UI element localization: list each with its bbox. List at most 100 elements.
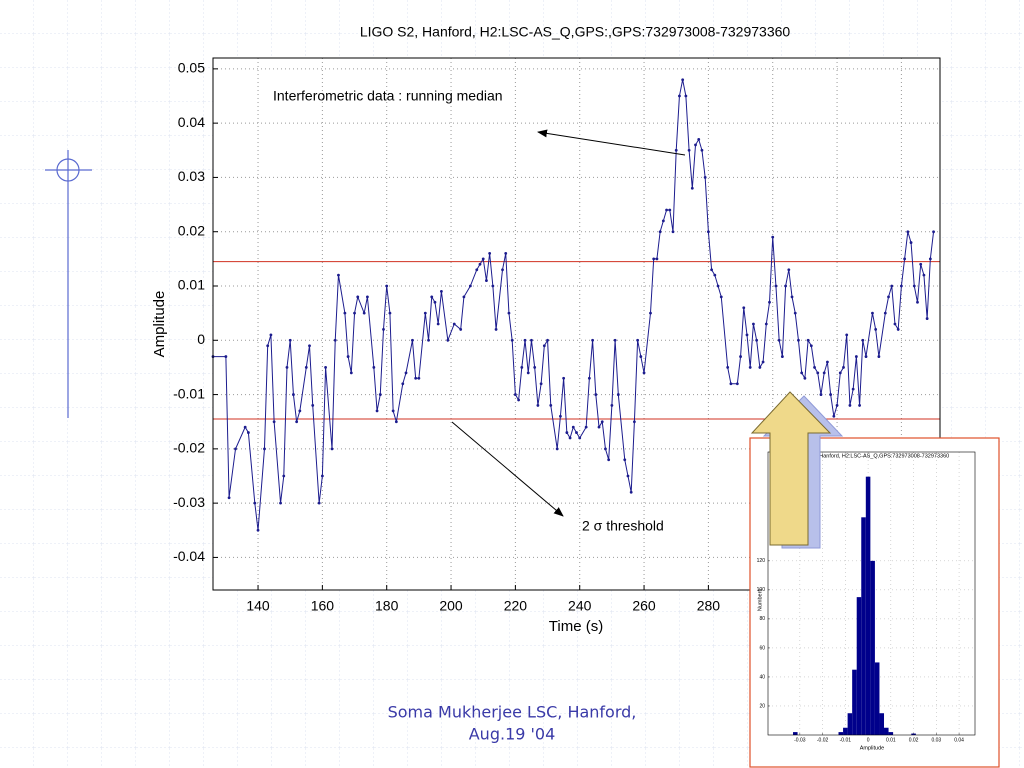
x-tick-label: -0.02: [817, 737, 829, 743]
annotation: Interferometric data : running median: [273, 88, 503, 104]
data-point: [909, 241, 913, 244]
data-point: [842, 366, 845, 369]
y-tick-label: 0.01: [178, 277, 205, 293]
data-point: [671, 230, 675, 234]
x-tick-label: 160: [311, 598, 335, 614]
data-point: [475, 268, 479, 272]
data-point: [446, 338, 450, 342]
data-point: [462, 295, 466, 299]
data-point: [636, 338, 640, 342]
data-point: [713, 273, 717, 277]
data-point: [253, 501, 257, 505]
data-point: [346, 355, 350, 358]
y-tick-label: -0.01: [173, 385, 205, 401]
data-point: [597, 425, 601, 429]
y-tick-label: 60: [759, 645, 765, 651]
data-point: [819, 393, 823, 396]
data-point: [903, 257, 907, 261]
x-tick-label: 0.04: [954, 737, 964, 743]
data-point: [649, 311, 652, 315]
data-point: [893, 322, 897, 326]
data-point: [629, 490, 633, 494]
data-point: [488, 252, 492, 255]
data-point: [468, 284, 472, 288]
histogram-bar: [865, 476, 871, 735]
data-point: [710, 268, 714, 272]
data-point: [748, 366, 752, 369]
data-point: [883, 311, 887, 315]
data-point: [604, 447, 607, 451]
data-point: [295, 420, 299, 424]
data-point: [674, 148, 678, 152]
data-point: [735, 382, 739, 386]
data-point: [694, 143, 697, 147]
data-point: [633, 420, 636, 424]
data-point: [678, 94, 681, 98]
data-point: [378, 393, 382, 396]
data-point: [575, 431, 578, 434]
data-point: [536, 404, 540, 407]
data-point: [517, 398, 520, 402]
data-point: [388, 311, 392, 315]
data-point: [845, 333, 849, 337]
data-point: [507, 311, 511, 315]
x-tick-label: 260: [632, 598, 656, 614]
data-point: [427, 338, 430, 342]
data-point: [652, 257, 656, 261]
histogram-bar: [870, 560, 875, 735]
y-tick-label: 0.03: [178, 168, 205, 184]
data-point: [716, 284, 720, 288]
data-point: [864, 355, 868, 358]
data-point: [922, 273, 926, 277]
data-point: [337, 273, 340, 277]
data-point: [320, 474, 324, 478]
data-point: [539, 382, 543, 386]
data-point: [417, 376, 421, 380]
data-point: [411, 338, 414, 342]
y-tick-label: -0.03: [173, 494, 205, 510]
x-tick-label: 240: [568, 598, 592, 614]
data-point: [706, 230, 710, 234]
data-point: [655, 257, 659, 261]
data-point: [780, 355, 784, 358]
data-point: [661, 219, 665, 223]
x-tick-label: -0.01: [840, 737, 852, 743]
data-point: [613, 338, 617, 342]
data-point: [912, 284, 916, 288]
data-point: [829, 393, 833, 396]
data-point: [436, 322, 440, 326]
data-point: [555, 447, 559, 451]
data-point: [324, 366, 327, 369]
histogram-bar: [856, 597, 862, 735]
y-tick-label: 0.05: [178, 60, 205, 76]
data-point: [404, 371, 408, 375]
data-point: [520, 366, 524, 369]
data-point: [385, 284, 389, 288]
data-point: [896, 328, 900, 331]
data-point: [510, 338, 514, 342]
data-point: [591, 338, 594, 342]
chart-title: LIGO S2, Hanford, H2:LSC-AS_Q,GPS:,GPS:7…: [360, 24, 791, 40]
data-point: [932, 230, 935, 234]
data-point: [423, 311, 427, 315]
data-point: [890, 284, 894, 288]
data-point: [813, 366, 816, 369]
data-point: [584, 425, 588, 429]
data-point: [311, 404, 315, 407]
data-point: [803, 376, 807, 380]
data-point: [851, 387, 855, 391]
data-point: [391, 409, 395, 413]
data-point: [887, 295, 890, 299]
data-point: [266, 344, 270, 348]
data-point: [642, 371, 646, 375]
data-point: [246, 431, 250, 434]
histogram-bar: [874, 662, 880, 735]
data-point: [822, 371, 826, 375]
data-point: [568, 436, 572, 440]
data-point: [600, 420, 604, 424]
y-tick-label: 120: [757, 558, 766, 564]
data-point: [513, 393, 517, 396]
data-point: [874, 328, 878, 331]
data-point: [491, 284, 495, 288]
x-tick-label: 0.02: [909, 737, 919, 743]
